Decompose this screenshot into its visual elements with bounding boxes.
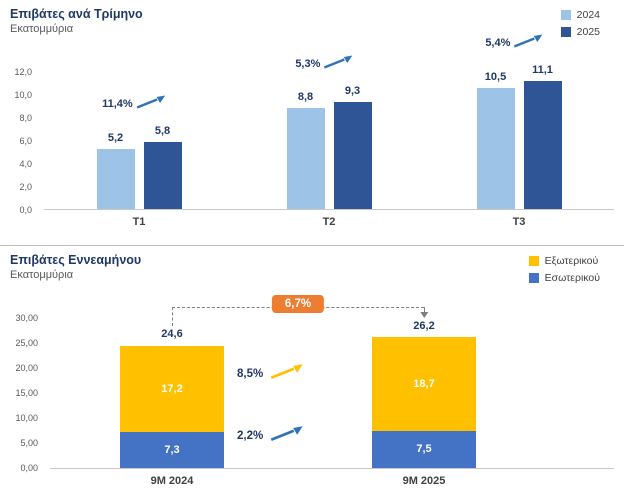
legend-swatch-icon [560, 27, 571, 37]
legend-swatch-icon [528, 273, 539, 283]
y-tick-label: 5,00 [20, 438, 38, 448]
quarterly-chart-subtitle: Εκατομμύρια [10, 23, 74, 35]
segment-Εσωτερικού-9M 2024: 7,3 [120, 431, 224, 468]
bars-layer: 17,2 7,3 24,6 18,7 7,5 26,2 [0, 318, 624, 468]
internal-growth-label: 2,2% [237, 430, 264, 442]
legend-swatch-icon [528, 256, 539, 266]
bar-2025-T3: 11,1 [523, 64, 562, 209]
ninemonth-titles: Επιβάτες Εννεαμήνου Εκατομμύρια [10, 253, 141, 281]
growth-annotation-T3: 5,4% [485, 32, 543, 49]
stacked-bar-9M 2025: 18,7 7,5 [372, 337, 476, 468]
y-tick-label: 20,00 [15, 363, 38, 373]
growth-annotation-T1: 11,4% [102, 93, 166, 110]
segment-Εσωτερικού-9M 2025: 7,5 [372, 430, 476, 468]
bar-value-label: 5,8 [154, 125, 171, 138]
segment-Εξωτερικού-9M 2025: 18,7 [372, 337, 476, 431]
segment-value-label: 7,5 [416, 443, 432, 456]
segment-Εξωτερικού-9M 2024: 17,2 [120, 345, 224, 432]
ninemonth-header: Επιβάτες Εννεαμήνου Εκατομμύρια Εξωτερικ… [10, 253, 614, 284]
panel-divider [0, 245, 624, 246]
total-value-label: 26,2 [413, 320, 435, 332]
bar-value-label: 11,1 [532, 64, 553, 77]
growth-arrow-icon [270, 364, 303, 380]
y-tick-label: 4,0 [19, 159, 32, 169]
growth-label: 11,4% [102, 98, 133, 111]
y-tick-label: 25,00 [15, 338, 38, 348]
quarterly-header: Επιβάτες ανά Τρίμηνο Εκατομμύρια 2024 202… [10, 7, 614, 38]
legend-item-2025: 2025 [560, 26, 600, 38]
growth-label: 5,3% [295, 58, 321, 71]
bar-value-label: 8,8 [297, 90, 314, 103]
bar-2024-T3: 10,5 [476, 71, 515, 209]
growth-arrow-icon [270, 426, 303, 442]
y-tick-label: 8,0 [19, 113, 32, 123]
stacked-bar-9M 2024: 17,2 7,3 [120, 345, 224, 468]
y-tick-label: 6,0 [19, 136, 32, 146]
y-tick-label: 15,00 [15, 388, 38, 398]
ninemonth-chart-subtitle: Εκατομμύρια [10, 269, 74, 281]
legend-label: Εξωτερικού [544, 255, 599, 267]
total-growth-badge: 6,7% [271, 295, 325, 313]
connector-line-right [424, 307, 425, 312]
quarterly-titles: Επιβάτες ανά Τρίμηνο Εκατομμύρια [10, 7, 143, 35]
external-growth-label: 8,5% [237, 368, 264, 380]
y-tick-label: 12,0 [14, 67, 32, 77]
bar-2024-T1: 5,2 [96, 132, 135, 209]
quarterly-plot-area: 11,4% 5,2 5,8 5,3% 8,8 9,3 5,4% 10,5 11,1 [44, 34, 614, 210]
growth-arrow-icon [513, 34, 543, 48]
bar-group-T2: 5,3% 8,8 9,3 [286, 55, 372, 209]
x-category-label: T2 [322, 216, 336, 228]
bar-2024-T2: 8,8 [286, 91, 325, 209]
quarterly-x-axis: T1 T2 T3 [44, 216, 614, 228]
x-axis-line [50, 468, 614, 469]
x-category-label: T1 [132, 216, 146, 228]
growth-annotation-T2: 5,3% [295, 53, 353, 70]
legend-label: 2024 [576, 9, 600, 21]
y-tick-label: 10,00 [15, 413, 38, 423]
y-tick-label: 30,00 [15, 313, 38, 323]
growth-arrow-icon [323, 55, 353, 69]
quarterly-bar-groups: 11,4% 5,2 5,8 5,3% 8,8 9,3 5,4% 10,5 11,1 [44, 34, 614, 209]
growth-arrow-icon [136, 95, 165, 109]
legend-item-Εξωτερικού: Εξωτερικού [528, 255, 600, 267]
ninemonth-chart-panel: Επιβάτες Εννεαμήνου Εκατομμύρια Εξωτερικ… [0, 246, 624, 496]
bar-value-label: 5,2 [107, 132, 124, 145]
growth-label: 5,4% [485, 37, 511, 50]
ninemonth-y-axis: 30,00 25,00 20,00 15,00 10,00 5,00 0,00 [0, 313, 44, 473]
bar-value-label: 10,5 [484, 71, 507, 84]
quarterly-chart-panel: Επιβάτες ανά Τρίμηνο Εκατομμύρια 2024 202… [0, 0, 624, 245]
quarterly-chart-title: Επιβάτες ανά Τρίμηνο [10, 7, 143, 21]
quarterly-legend: 2024 2025 [560, 7, 614, 38]
segment-value-label: 18,7 [413, 377, 435, 390]
external-growth-annotation: 8,5% [237, 362, 304, 380]
legend-swatch-icon [560, 10, 571, 20]
bar-2025-T1: 5,8 [143, 125, 182, 209]
quarterly-y-axis: 12,0 10,0 8,0 6,0 4,0 2,0 0,0 [0, 67, 38, 215]
legend-item-Εσωτερικού: Εσωτερικού [528, 272, 600, 284]
legend-label: 2025 [576, 26, 600, 38]
y-tick-label: 2,0 [19, 182, 32, 192]
x-category-label: 9M 2024 [150, 475, 194, 487]
segment-value-label: 7,3 [164, 443, 180, 456]
connector-arrowhead-icon [420, 312, 429, 318]
internal-growth-annotation: 2,2% [237, 424, 304, 442]
segment-value-label: 17,2 [161, 382, 183, 395]
y-tick-label: 10,0 [14, 90, 32, 100]
bar-group-T1: 11,4% 5,2 5,8 [96, 72, 182, 209]
y-tick-label: 0,00 [20, 463, 38, 473]
ninemonth-plot: 30,00 25,00 20,00 15,00 10,00 5,00 0,00 17,2 7,… [0, 295, 624, 487]
legend-item-2024: 2024 [560, 9, 600, 21]
bar-value-label: 9,3 [344, 85, 361, 98]
y-tick-label: 0,0 [19, 205, 32, 215]
connector-line-left [172, 307, 173, 326]
total-value-label: 24,6 [161, 328, 183, 340]
x-category-label: T3 [512, 216, 526, 228]
bar-2025-T2: 9,3 [333, 85, 372, 209]
legend-label: Εσωτερικού [544, 272, 600, 284]
x-category-label: 9M 2025 [402, 475, 446, 487]
ninemonth-legend: Εξωτερικού Εσωτερικού [528, 253, 614, 284]
ninemonth-chart-title: Επιβάτες Εννεαμήνου [10, 253, 142, 267]
bar-group-T3: 5,4% 10,5 11,1 [476, 34, 562, 209]
